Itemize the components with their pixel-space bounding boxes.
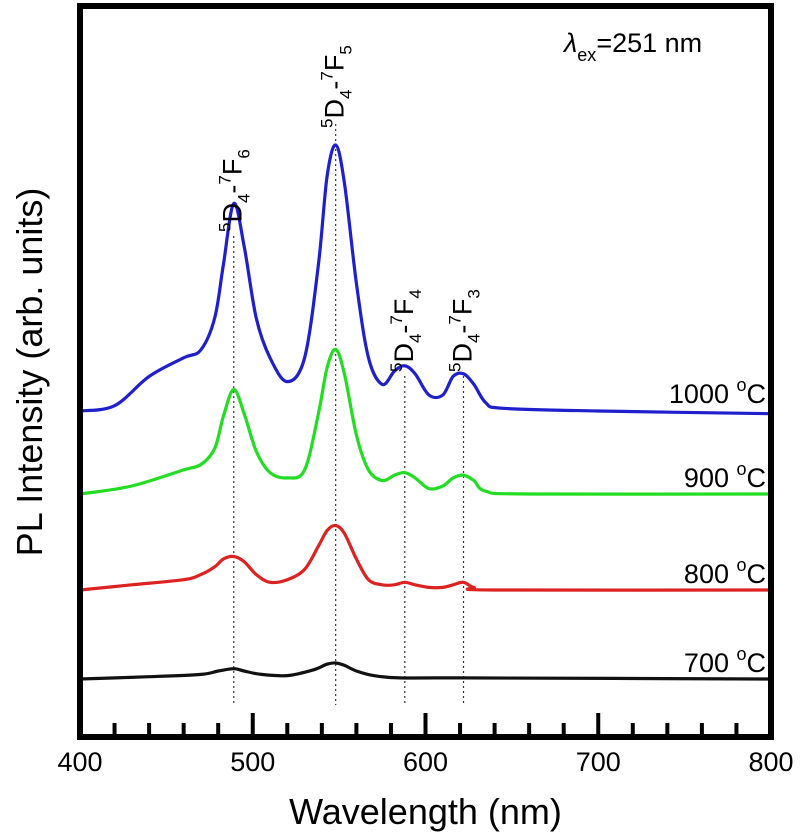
series-line-2 bbox=[79, 523, 772, 592]
transition-label-0: 5D4-7F6 bbox=[216, 149, 254, 232]
x-tick-label: 700 bbox=[576, 747, 621, 777]
x-tick-label: 600 bbox=[403, 747, 448, 777]
transition-label-1: 5D4-7F5 bbox=[318, 45, 356, 128]
x-tick-label: 500 bbox=[230, 747, 275, 777]
x-axis-title: Wavelength (nm) bbox=[289, 791, 562, 832]
y-axis-title: PL Intensity (arb. units) bbox=[9, 188, 50, 557]
plot-frame bbox=[77, 3, 774, 740]
transition-label-3: 5D4-7F3 bbox=[446, 289, 484, 372]
series-label-0: 1000 oC bbox=[669, 375, 766, 409]
series-line-1 bbox=[79, 347, 772, 496]
series-line-0 bbox=[79, 143, 772, 416]
transition-label-2: 5D4-7F4 bbox=[387, 289, 425, 372]
x-tick-label: 400 bbox=[57, 747, 102, 777]
series-line-3 bbox=[79, 661, 772, 681]
x-tick-label: 800 bbox=[748, 747, 793, 777]
series-label-1: 900 oC bbox=[684, 459, 766, 493]
series-label-3: 700 oC bbox=[684, 644, 766, 678]
excitation-wavelength-label: λex=251 nm bbox=[562, 28, 702, 65]
series-label-2: 800 oC bbox=[684, 555, 766, 589]
